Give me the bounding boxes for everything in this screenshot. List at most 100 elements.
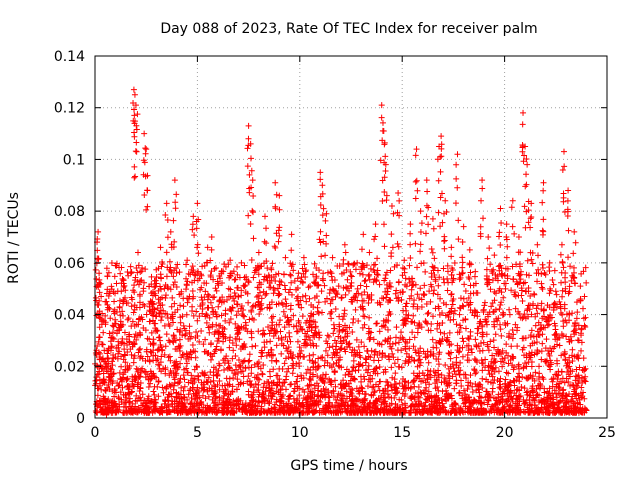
data-point [398, 296, 405, 303]
data-point [471, 397, 478, 404]
data-point [560, 323, 567, 330]
data-point [391, 360, 398, 367]
data-point [211, 390, 218, 397]
data-point [556, 398, 563, 405]
data-point [521, 311, 528, 318]
data-point [137, 369, 144, 376]
data-point [445, 365, 452, 372]
data-point [496, 399, 503, 406]
data-point [131, 112, 138, 119]
data-point [456, 271, 463, 278]
data-point [500, 294, 507, 301]
data-point [163, 331, 170, 338]
data-point [558, 352, 565, 359]
data-point [215, 360, 222, 367]
data-point [336, 363, 343, 370]
data-point [173, 372, 180, 379]
data-point [132, 173, 139, 180]
data-point [310, 304, 317, 311]
data-point [525, 313, 532, 320]
data-point [472, 268, 479, 275]
data-point [417, 285, 424, 292]
data-point [288, 247, 295, 254]
data-point [263, 225, 270, 232]
data-point [96, 289, 103, 296]
data-point [341, 241, 348, 248]
data-point [534, 278, 541, 285]
data-point [479, 347, 486, 354]
data-point [142, 150, 149, 157]
data-point [288, 291, 295, 298]
data-point [209, 294, 216, 301]
data-point [432, 385, 439, 392]
data-point [539, 331, 546, 338]
data-point [352, 306, 359, 313]
data-point [472, 336, 479, 343]
data-point [515, 234, 522, 240]
data-point [172, 205, 179, 212]
data-point [573, 395, 580, 402]
data-point [460, 338, 467, 345]
data-point [389, 341, 396, 348]
data-point [361, 343, 368, 350]
data-point [459, 259, 466, 266]
data-point [405, 353, 412, 360]
data-point [388, 364, 395, 371]
data-point [423, 319, 430, 326]
data-point [412, 281, 419, 288]
data-point [498, 299, 505, 306]
data-point [429, 249, 436, 256]
data-point [290, 388, 297, 395]
data-point [206, 408, 213, 415]
data-point [467, 269, 474, 276]
data-point [471, 273, 478, 280]
data-point [141, 130, 148, 137]
data-point [484, 255, 491, 262]
data-point [328, 381, 335, 388]
data-point [487, 261, 494, 268]
data-point [445, 372, 452, 379]
data-point [283, 345, 290, 352]
data-point [459, 335, 466, 342]
data-point [170, 386, 177, 393]
data-point [108, 343, 115, 350]
data-point [377, 378, 384, 385]
data-point [263, 240, 270, 247]
data-point [183, 286, 190, 293]
data-point [327, 286, 334, 293]
data-point [437, 329, 444, 336]
data-point [454, 151, 461, 158]
data-point [155, 378, 162, 385]
data-point [161, 351, 168, 358]
data-point [153, 374, 160, 381]
data-point [422, 268, 429, 275]
data-point [208, 234, 215, 240]
data-point [549, 277, 556, 284]
data-point [560, 194, 567, 201]
data-point [378, 114, 385, 121]
data-point [495, 233, 502, 240]
data-point [415, 393, 422, 400]
data-point [242, 289, 249, 296]
data-point [158, 313, 165, 320]
data-point [96, 270, 103, 277]
data-point [509, 223, 516, 230]
data-point [427, 298, 434, 305]
data-point [277, 317, 284, 324]
data-point [213, 409, 220, 416]
data-point [229, 355, 236, 362]
data-point [412, 178, 419, 185]
data-point [309, 357, 316, 364]
data-point [425, 327, 432, 334]
data-point [412, 240, 419, 247]
data-point [216, 394, 223, 401]
data-point [224, 396, 231, 403]
data-point [512, 293, 519, 300]
data-point [507, 393, 514, 400]
data-point [299, 265, 306, 272]
data-point [464, 351, 471, 358]
data-point [501, 390, 508, 397]
data-point [381, 243, 388, 250]
data-point [287, 286, 294, 293]
